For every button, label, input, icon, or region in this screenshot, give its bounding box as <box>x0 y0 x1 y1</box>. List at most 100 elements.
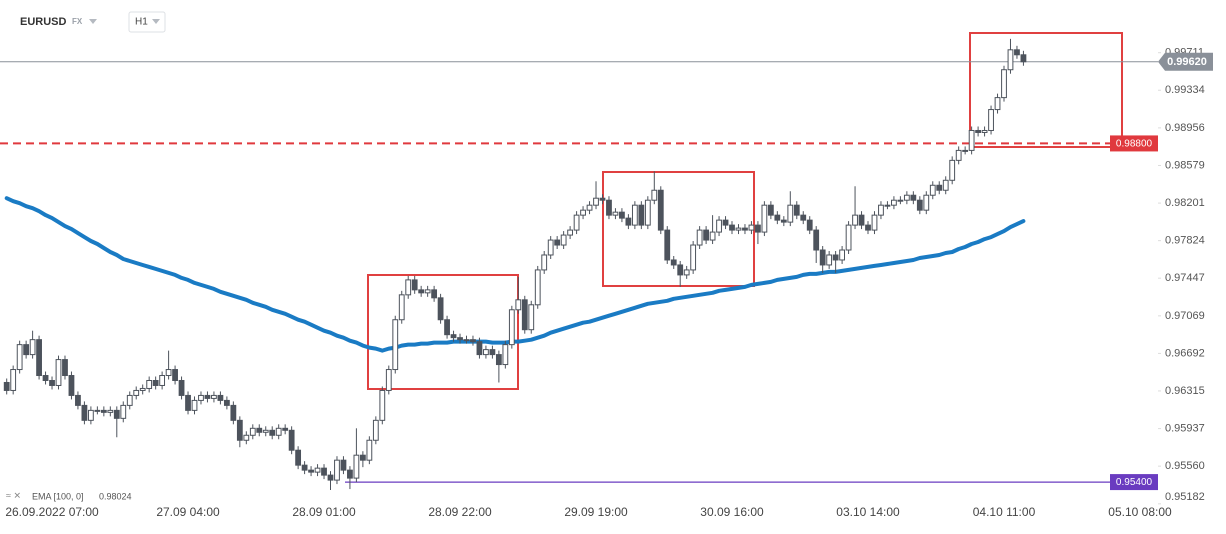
candle-body <box>385 369 392 391</box>
candle-body <box>321 467 327 476</box>
candle-body <box>398 294 405 321</box>
candle-body <box>988 109 994 131</box>
candle-body <box>845 224 852 251</box>
candle-body <box>450 334 457 339</box>
candle-body <box>560 234 567 246</box>
candle-body <box>198 394 204 401</box>
candle-body <box>366 439 373 461</box>
current-price-tag <box>1158 52 1213 71</box>
candle-body <box>159 375 166 386</box>
candle-body <box>780 219 787 223</box>
candle-body <box>16 344 23 371</box>
symbol: EURUSD <box>20 16 67 28</box>
y-tick-label: 0.99334 <box>1165 84 1205 96</box>
candle-body <box>865 224 871 231</box>
dropdown-arrow[interactable] <box>89 19 97 24</box>
candle-body <box>100 409 107 413</box>
candle-body <box>670 259 677 266</box>
candle-body <box>29 339 36 356</box>
candle-body <box>839 249 846 261</box>
candle-body <box>411 279 418 291</box>
candle-body <box>476 341 483 356</box>
annotation-box <box>969 32 1123 148</box>
candle-body <box>800 214 807 221</box>
candle-body <box>353 454 360 479</box>
candle-body <box>223 399 230 406</box>
candle-body <box>994 97 1001 111</box>
candle-body <box>87 409 94 421</box>
candle-body <box>133 389 140 396</box>
candle-body <box>923 194 930 211</box>
candle-body <box>748 224 755 231</box>
x-tick-label: 27.09 04:00 <box>156 505 220 519</box>
x-tick-label: 28.09 01:00 <box>292 505 356 519</box>
candle-body <box>703 229 710 241</box>
timeframe: H1 <box>135 17 148 28</box>
candle-body <box>55 359 62 386</box>
candle-body <box>392 319 399 371</box>
candle-body <box>204 394 211 399</box>
candle-body <box>767 204 774 216</box>
candle-body <box>573 214 580 231</box>
candle-body <box>819 249 826 266</box>
y-tick-label: 0.95182 <box>1165 491 1205 503</box>
candle-body <box>489 349 496 356</box>
ema-line <box>4 196 1026 353</box>
candle-body <box>657 189 664 231</box>
candle-body <box>113 409 120 419</box>
candle-body <box>787 204 794 223</box>
candle-body <box>547 239 554 256</box>
candle-body <box>146 379 153 389</box>
candle-body <box>1014 49 1020 56</box>
candle-body <box>347 469 353 479</box>
candle-body <box>1007 49 1014 71</box>
candle-body <box>10 369 17 391</box>
candle-body <box>761 204 768 233</box>
y-tick-label: 0.96692 <box>1165 347 1205 359</box>
legend-icons[interactable]: ≈ ✕ <box>6 490 21 500</box>
candle-body <box>534 269 541 306</box>
candle-body <box>981 129 988 133</box>
candle-body <box>735 227 742 231</box>
candle-body <box>955 149 962 161</box>
candle-body <box>813 229 820 251</box>
x-tick-label: 26.09.2022 07:00 <box>5 505 99 519</box>
candle-body <box>832 254 839 261</box>
candle-body <box>878 204 884 216</box>
candle-body <box>619 211 625 219</box>
price-tag-label: 0.95400 <box>1116 477 1153 488</box>
candle-body <box>871 214 878 231</box>
candle-body <box>483 349 489 356</box>
x-tick-label: 29.09 19:00 <box>564 505 628 519</box>
candle-body <box>405 279 412 296</box>
candle-body <box>42 375 49 381</box>
candle-body <box>431 289 438 299</box>
y-tick-label: 0.98956 <box>1165 122 1205 134</box>
candle-body <box>211 394 217 399</box>
candle-body <box>580 209 586 216</box>
x-tick-label: 03.10 14:00 <box>836 505 900 519</box>
candle-body <box>903 194 910 201</box>
price-tag <box>1110 135 1158 152</box>
candle-body <box>826 254 833 266</box>
candle-body <box>852 214 858 226</box>
candle-body <box>742 227 748 231</box>
candle-body <box>677 264 684 276</box>
candle-body <box>236 419 243 441</box>
candle-body <box>541 254 548 271</box>
candle-body <box>502 344 509 366</box>
candle-body <box>120 404 127 419</box>
candle-body <box>606 199 612 216</box>
candle-body <box>424 289 431 294</box>
candle-body <box>36 339 42 377</box>
y-tick-label: 0.96315 <box>1165 385 1205 397</box>
y-tick-label: 0.97447 <box>1165 272 1205 284</box>
candle-body <box>243 434 250 441</box>
candle-body <box>185 394 191 411</box>
candle-body <box>327 474 334 481</box>
candle-body <box>515 299 522 311</box>
candle-body <box>262 429 269 433</box>
timeframe-button[interactable] <box>128 11 166 33</box>
candle-body <box>968 129 975 151</box>
